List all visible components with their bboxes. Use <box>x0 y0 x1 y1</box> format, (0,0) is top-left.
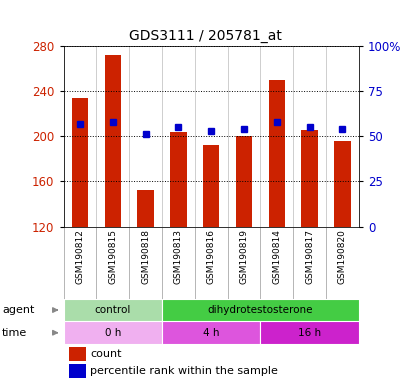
Text: control: control <box>94 305 130 315</box>
Bar <box>301 129 317 227</box>
Bar <box>162 321 260 344</box>
Text: dihydrotestosterone: dihydrotestosterone <box>207 305 312 315</box>
Bar <box>170 132 186 227</box>
Text: 16 h: 16 h <box>297 328 320 338</box>
Text: percentile rank within the sample: percentile rank within the sample <box>90 366 277 376</box>
Bar <box>137 190 153 227</box>
Text: GSM190815: GSM190815 <box>108 229 117 284</box>
Text: agent: agent <box>2 305 34 315</box>
Bar <box>260 321 358 344</box>
Text: GSM190816: GSM190816 <box>206 229 215 284</box>
Bar <box>162 299 358 321</box>
Text: GSM190813: GSM190813 <box>173 229 182 284</box>
Bar <box>69 347 85 361</box>
Text: GSM190819: GSM190819 <box>239 229 248 284</box>
Text: GSM190818: GSM190818 <box>141 229 150 284</box>
Text: count: count <box>90 349 121 359</box>
Text: GSM190812: GSM190812 <box>75 229 84 283</box>
Bar <box>72 98 88 227</box>
Text: GSM190814: GSM190814 <box>272 229 281 283</box>
Bar <box>268 80 284 227</box>
Text: GSM190817: GSM190817 <box>304 229 313 284</box>
Bar <box>63 321 162 344</box>
Text: GSM190820: GSM190820 <box>337 229 346 283</box>
Bar <box>69 364 85 378</box>
Text: 4 h: 4 h <box>202 328 219 338</box>
Bar <box>104 55 121 227</box>
Text: GDS3111 / 205781_at: GDS3111 / 205781_at <box>128 29 281 43</box>
Text: 0 h: 0 h <box>104 328 121 338</box>
Bar <box>63 299 162 321</box>
Bar <box>235 136 252 227</box>
Text: time: time <box>2 328 27 338</box>
Bar <box>333 141 350 227</box>
Bar <box>202 145 219 227</box>
